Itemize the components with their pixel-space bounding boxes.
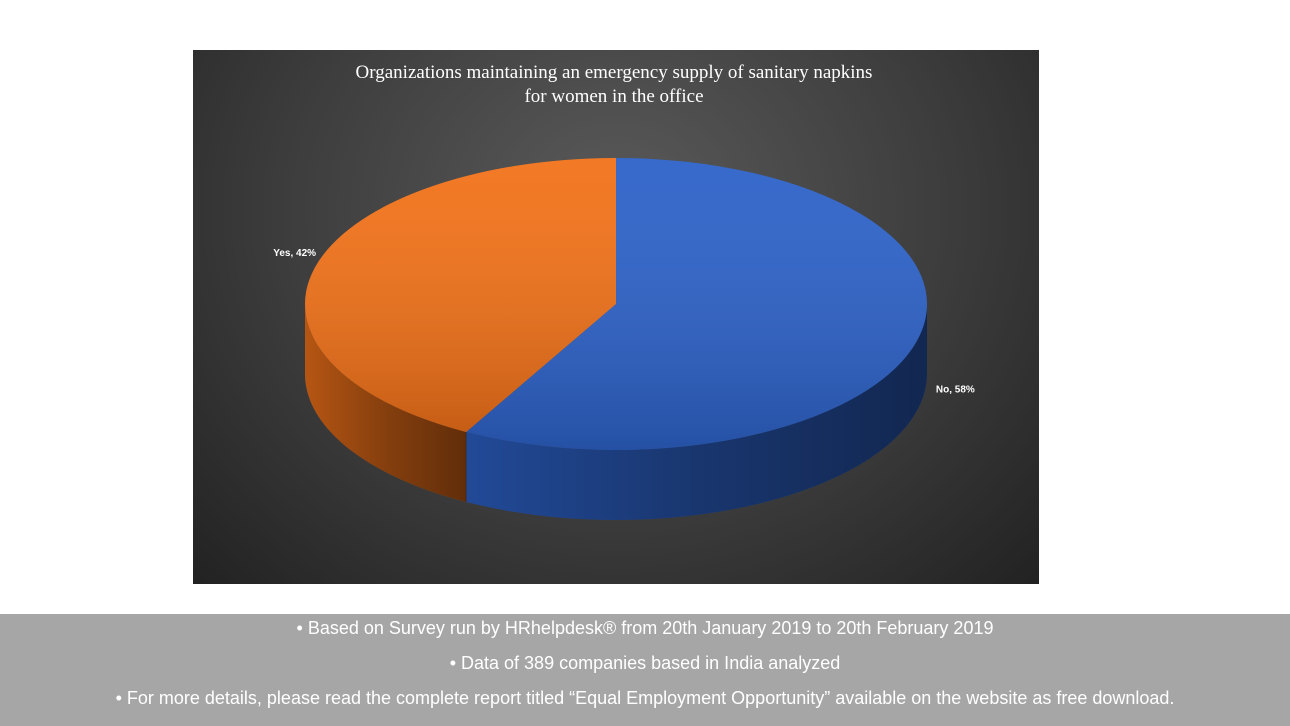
chart: Organizations maintaining an emergency s… [273, 62, 975, 520]
notes-band: • Based on Survey run by HRhelpdesk® fro… [0, 614, 1290, 726]
note-text: For more details, please read the comple… [126, 688, 1175, 708]
bullet: • [115, 688, 127, 708]
slice-top-shade [466, 158, 928, 451]
note: • For more details, please read the comp… [0, 688, 1290, 709]
data-label: No, 58% [936, 384, 975, 395]
note: • Based on Survey run by HRhelpdesk® fro… [0, 618, 1290, 639]
chart-title: Organizations maintaining an emergency s… [356, 62, 873, 107]
chart-panel: Organizations maintaining an emergency s… [193, 50, 1039, 584]
slice-side-shade [305, 304, 467, 502]
note-text: Data of 389 companies based in India ana… [461, 653, 841, 673]
note: • Data of 389 companies based in India a… [0, 653, 1290, 674]
slice-top-shade [305, 158, 616, 432]
bullet: • [449, 653, 462, 673]
bullet: • [296, 618, 308, 638]
note-text: Based on Survey run by HRhelpdesk® from … [307, 618, 994, 638]
slice-side-shade [466, 304, 927, 520]
data-label: Yes, 42% [273, 248, 316, 259]
